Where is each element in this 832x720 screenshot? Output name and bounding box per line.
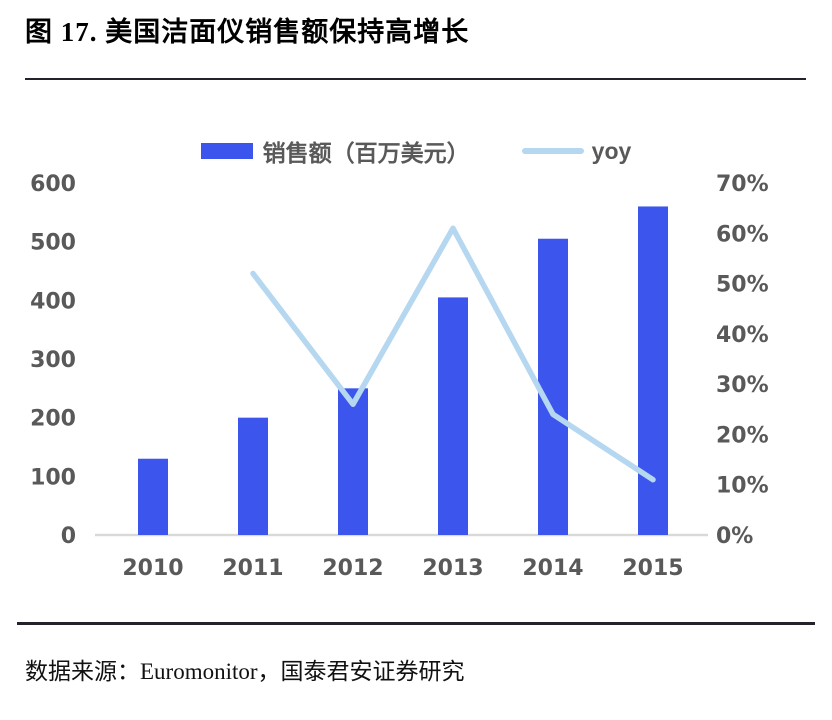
- line-series-swatch: [521, 148, 584, 154]
- right-axis-tick-label: 10%: [716, 474, 769, 499]
- source-note: 数据来源：Euromonitor，国泰君安证券研究: [25, 659, 465, 684]
- footer-rule: [17, 622, 815, 625]
- left-axis-tick-label: 300: [30, 348, 76, 373]
- right-axis-tick-label: 30%: [716, 373, 769, 398]
- right-axis-tick-label: 20%: [716, 423, 769, 448]
- right-axis-tick-label: 70%: [716, 172, 769, 197]
- x-axis-category-label: 2014: [522, 556, 583, 581]
- title-rule: [25, 78, 806, 80]
- x-axis-category-label: 2011: [222, 556, 283, 581]
- bar-2012: [338, 388, 368, 535]
- left-axis-tick-label: 200: [30, 407, 76, 432]
- right-axis-tick-label: 0%: [716, 524, 753, 549]
- left-axis-tick-label: 600: [30, 172, 76, 197]
- left-axis-tick-label: 100: [30, 465, 76, 490]
- x-axis-category-label: 2012: [322, 556, 383, 581]
- yoy-line: [250, 225, 656, 483]
- right-axis-tick-label: 50%: [716, 273, 769, 298]
- left-axis-tick-label: 500: [30, 231, 76, 256]
- x-axis-category-label: 2015: [622, 556, 683, 581]
- bar-2015: [638, 206, 668, 535]
- left-axis-tick-label: 0: [61, 524, 76, 549]
- left-axis-tick-label: 400: [30, 289, 76, 314]
- right-axis-tick-label: 60%: [716, 222, 769, 247]
- figure-title: 图 17. 美国洁面仪销售额保持高增长: [25, 17, 470, 47]
- bar-2011: [238, 417, 268, 535]
- chart-legend: 销售额（百万美元） yoy: [0, 134, 832, 168]
- bar-2010: [138, 458, 168, 535]
- x-axis-category-label: 2013: [422, 556, 483, 581]
- bar-series-swatch: [200, 143, 253, 159]
- x-axis-category-label: 2010: [122, 556, 183, 581]
- bar-2013: [438, 297, 468, 535]
- right-axis-tick-label: 40%: [716, 323, 769, 348]
- bar-series-label: 销售额（百万美元）: [262, 140, 470, 166]
- line-series-label: yoy: [591, 137, 632, 164]
- bar-2014: [538, 238, 568, 535]
